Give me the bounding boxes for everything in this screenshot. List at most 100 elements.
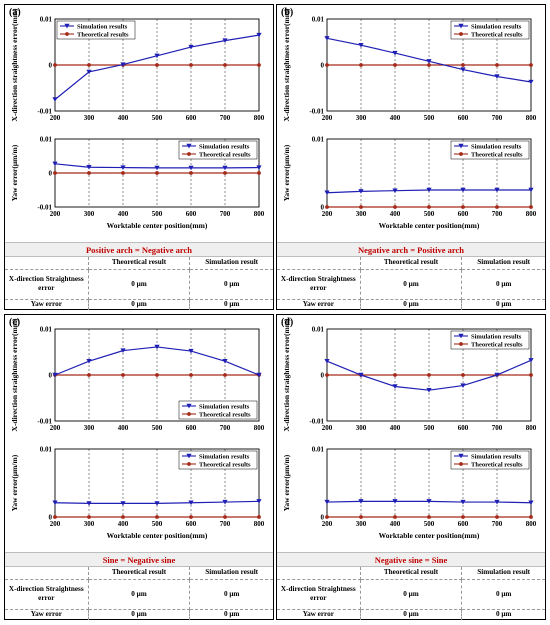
- simulation-point: [494, 372, 500, 378]
- simulation-point: [188, 165, 194, 171]
- y-axis-title: Yaw error(μm/m): [282, 454, 291, 511]
- simulation-point: [256, 499, 262, 504]
- chart-c-straightness: 200 300 400 500 600 700 800 -0.01 0 0.01 X-directi…: [10, 318, 265, 432]
- theoretical-point: [189, 373, 193, 377]
- x-axis-title: Worktable center position(mm): [379, 221, 480, 230]
- y-axis-title: Yaw error(μm/m): [10, 144, 19, 201]
- legend-theoretical-marker: [65, 32, 69, 36]
- panel-label-b: (b): [281, 7, 294, 18]
- x-tick-label: 400: [118, 424, 129, 432]
- table-corner: [5, 257, 89, 270]
- simulation-point: [324, 36, 330, 41]
- theoretical-point: [87, 63, 91, 67]
- row-label-yaw: Yaw error: [5, 299, 89, 310]
- row-label-yaw: Yaw error: [277, 299, 361, 310]
- legend-simulation-marker: [64, 23, 70, 29]
- y-tick-label: 0: [49, 372, 53, 380]
- legend-theoretical-label: Theoretical results: [199, 461, 251, 468]
- simulation-point: [52, 500, 58, 506]
- x-axis-title: Worktable center position(mm): [107, 531, 208, 540]
- simulation-point: [494, 74, 500, 79]
- case-band-d: Negative sine = Sine: [277, 552, 545, 567]
- legend-theoretical-marker: [459, 152, 463, 156]
- y-tick-label: 0: [49, 170, 53, 178]
- y-axis-title: X-direction straightness error(mm): [10, 318, 19, 432]
- row-label-straightness: X-direction Straightness error: [5, 269, 89, 300]
- simulation-point: [426, 387, 432, 393]
- table-corner: [277, 257, 361, 270]
- col-header-simulation: Simulation result: [189, 257, 273, 270]
- cell-theoretical: 0 μm: [88, 579, 191, 610]
- case-title-a: Positive arch = Negative arch: [85, 245, 193, 255]
- theoretical-point: [427, 373, 431, 377]
- y-axis-title: X-direction straightness error(mm): [282, 318, 291, 432]
- legend-simulation-marker: [186, 403, 192, 409]
- table-corner: [5, 567, 89, 580]
- legend-box: [450, 450, 530, 470]
- result-table-b: Theoretical result Simulation result X-d…: [277, 257, 545, 310]
- simulation-point: [460, 383, 466, 388]
- y-tick-label: 0: [321, 372, 325, 380]
- x-tick-label: 500: [152, 520, 163, 528]
- theoretical-point: [427, 63, 431, 67]
- theoretical-point: [121, 373, 125, 377]
- y-tick-label: 0: [321, 62, 325, 70]
- theoretical-point: [393, 205, 397, 209]
- legend-simulation-label: Simulation results: [471, 333, 522, 340]
- y-tick-label: 0.01: [40, 326, 53, 334]
- x-tick-label: 700: [492, 424, 503, 432]
- simulation-point: [528, 500, 534, 506]
- x-tick-label: 700: [492, 210, 503, 218]
- x-tick-label: 700: [220, 210, 231, 218]
- x-tick-label: 800: [254, 520, 265, 528]
- x-tick-label: 400: [390, 114, 401, 122]
- cell-theoretical: 0 μm: [360, 609, 463, 620]
- simulation-point: [222, 359, 228, 364]
- x-tick-label: 300: [356, 520, 367, 528]
- legend-box: [450, 330, 530, 350]
- x-tick-label: 200: [50, 424, 61, 432]
- cell-simulation: 0 μm: [223, 300, 240, 309]
- legend-theoretical-label: Theoretical results: [199, 411, 251, 418]
- legend-theoretical-label: Theoretical results: [471, 341, 523, 348]
- theoretical-point: [461, 63, 465, 67]
- simulation-point: [528, 358, 534, 363]
- col-header-theoretical: Theoretical result: [360, 567, 463, 580]
- x-tick-label: 400: [390, 520, 401, 528]
- row-label-straightness: X-direction Straightness error: [5, 579, 89, 610]
- simulation-point: [358, 499, 364, 504]
- theoretical-point: [87, 171, 91, 175]
- theoretical-point: [155, 515, 159, 519]
- theoretical-point: [461, 515, 465, 519]
- simulation-point: [188, 348, 194, 354]
- x-tick-label: 400: [390, 210, 401, 218]
- x-tick-label: 200: [50, 114, 61, 122]
- y-axis-title: X-direction straightness error(mm): [282, 8, 291, 122]
- x-tick-label: 200: [50, 210, 61, 218]
- legend-theoretical-marker: [459, 342, 463, 346]
- y-tick-label: 0.01: [312, 326, 325, 334]
- x-tick-label: 200: [50, 520, 61, 528]
- theoretical-point: [529, 205, 533, 209]
- theoretical-point: [189, 171, 193, 175]
- chart-a-yaw: 200 300 400 500 600 700 800 -0.01 0 0.01 Worktable…: [10, 136, 265, 231]
- y-tick-label: -0.01: [309, 108, 324, 116]
- y-tick-label: -0.01: [309, 418, 324, 426]
- simulation-point: [426, 187, 432, 193]
- cell-simulation: 0 μm: [189, 579, 273, 610]
- legend-theoretical-marker: [459, 462, 463, 466]
- x-tick-label: 600: [186, 114, 197, 122]
- x-tick-label: 300: [356, 424, 367, 432]
- x-tick-label: 800: [526, 210, 537, 218]
- cell-theoretical: 0 μm: [88, 609, 191, 620]
- simulation-point: [392, 50, 398, 56]
- col-header-simulation: Simulation result: [461, 567, 545, 580]
- legend-simulation-marker: [186, 143, 192, 149]
- simulation-point: [154, 344, 160, 350]
- theoretical-point: [87, 515, 91, 519]
- cell-theoretical: 0 μm: [360, 269, 463, 300]
- legend-simulation-label: Simulation results: [471, 453, 522, 460]
- theoretical-point: [359, 205, 363, 209]
